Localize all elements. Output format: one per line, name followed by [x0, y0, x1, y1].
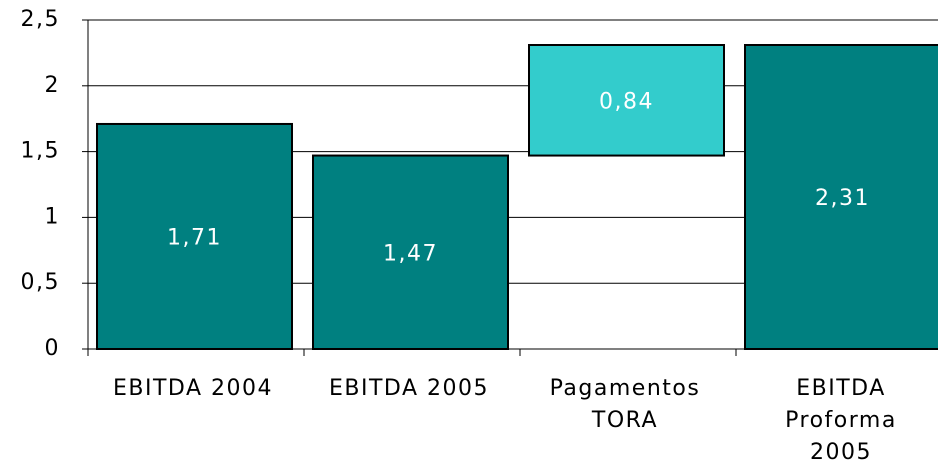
value-label: 0,84: [599, 89, 654, 114]
value-label: 2,31: [815, 186, 870, 211]
y-tick-label: 2,5: [21, 7, 61, 32]
bar: [744, 44, 938, 351]
y-tick-label: 0,5: [21, 270, 61, 295]
bar: [312, 154, 509, 350]
y-tick-label: 1: [45, 204, 61, 229]
bar: [528, 44, 725, 157]
bar: [96, 122, 293, 350]
x-tick-label: EBITDA Proforma 2005: [785, 376, 897, 465]
x-tick-label: EBITDA 2005: [329, 376, 489, 401]
value-label: 1,71: [167, 225, 222, 250]
y-tick-label: 1,5: [21, 139, 61, 164]
value-label: 1,47: [383, 241, 438, 266]
x-tick-label: EBITDA 2004: [113, 376, 273, 401]
x-tick-label: Pagamentos TORA: [550, 376, 701, 433]
y-tick-label: 2: [45, 73, 61, 98]
y-tick-label: 0: [45, 336, 61, 361]
